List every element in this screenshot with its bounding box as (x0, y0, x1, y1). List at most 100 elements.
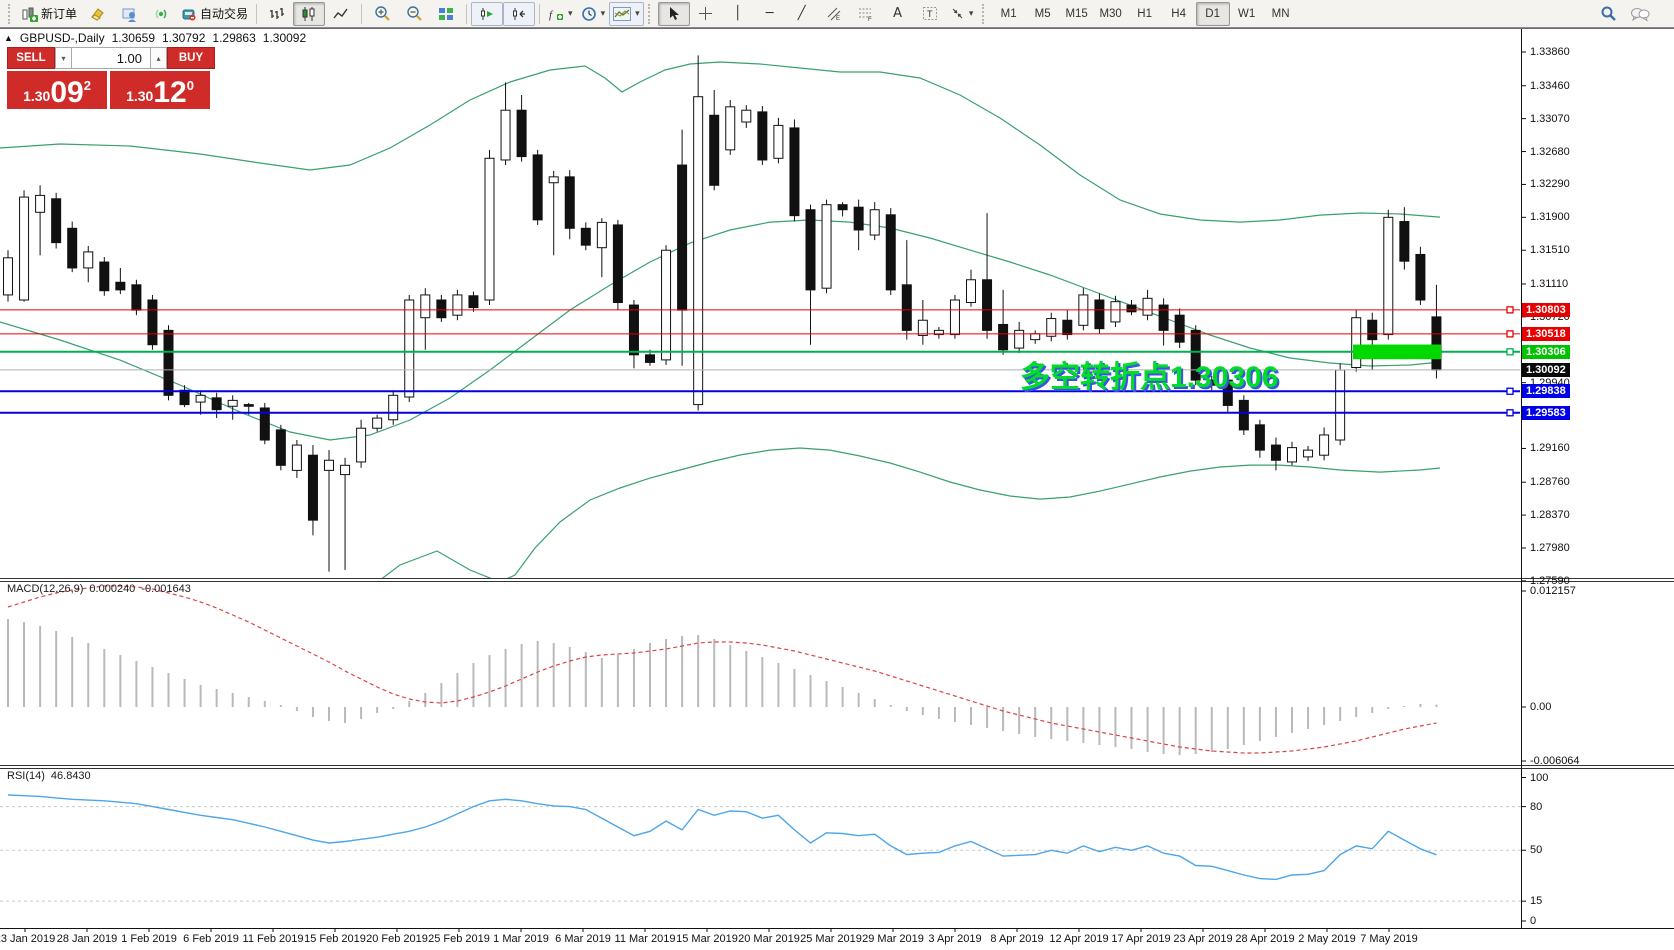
signal-icon (153, 6, 169, 22)
toolbar-drag-handle[interactable] (647, 3, 654, 24)
templates-button[interactable]: ▾ (609, 1, 644, 26)
symbol-period-label: GBPUSD-,Daily (19, 31, 105, 45)
toolbar: 新订单 自动交易 (0, 0, 1674, 28)
price-tick-label: 1.33070 (1530, 112, 1570, 125)
vertical-line-tool-button[interactable]: │ (722, 2, 754, 26)
timeframe-m30-button[interactable]: M30 (1099, 7, 1122, 20)
price-tick-label: 1.31510 (1530, 244, 1570, 257)
date-label: 15 Feb 2019 (304, 933, 366, 945)
date-label: 3 Apr 2019 (928, 933, 982, 945)
bar-chart-icon (269, 6, 285, 22)
svg-text:f: f (549, 9, 554, 21)
text-tool-icon: A (893, 6, 903, 21)
price-tick-label: 1.27980 (1530, 541, 1570, 554)
channel-icon: E (826, 6, 842, 21)
search-button[interactable] (1592, 2, 1624, 26)
svg-text:E: E (836, 16, 840, 21)
label-tool-icon: T (922, 6, 938, 21)
timeframe-h1-button[interactable]: H1 (1137, 7, 1152, 20)
bar-chart-mode-button[interactable] (261, 2, 293, 26)
auto-scroll-button[interactable] (471, 1, 504, 26)
horizontal-line-icon: ─ (765, 6, 774, 21)
timeframe-h4-button[interactable]: H4 (1171, 7, 1186, 20)
volume-increase-button[interactable]: ▴ (150, 47, 167, 69)
buy-price-sup: 0 (186, 78, 194, 93)
toolbar-drag-handle[interactable] (981, 3, 988, 24)
price-tick-label: 1.31110 (1530, 277, 1569, 290)
zoom-out-icon (406, 5, 423, 22)
timeframe-toolbar: M1 M5 M15 M30 H1 H4 D1 W1 MN (992, 1, 1298, 26)
fibonacci-tool-button[interactable]: F (850, 2, 882, 26)
line-chart-mode-button[interactable] (325, 2, 357, 26)
date-label: 28 Apr 2019 (1235, 933, 1295, 945)
chart-shift-button[interactable] (503, 1, 536, 26)
search-icon (1600, 5, 1617, 22)
sell-button[interactable]: SELL (7, 47, 55, 69)
macd-axis-label: 0.012157 (1530, 585, 1576, 597)
timeframe-m15-button[interactable]: M15 (1065, 7, 1088, 20)
crosshair-icon (698, 6, 713, 21)
price-tick-label: 1.27590 (1530, 574, 1570, 587)
rsi-axis-label: 50 (1530, 844, 1543, 857)
rsi-label: RSI(14) (7, 770, 45, 782)
horizontal-line-tool-button[interactable]: ─ (754, 2, 786, 26)
macd-label: MACD(12,26,9) (7, 583, 84, 595)
timeframe-m1-button[interactable]: M1 (1000, 7, 1017, 20)
auto-scroll-icon (479, 6, 495, 22)
autotrading-icon (181, 6, 197, 22)
toolbar-separator (256, 3, 258, 24)
arrows-tool-button[interactable]: ▾ (946, 2, 978, 26)
arrows-caret[interactable]: ▾ (968, 8, 974, 18)
timeframe-d1-button[interactable]: D1 (1195, 1, 1230, 26)
indicators-button[interactable]: f ▾ (544, 2, 577, 26)
tile-windows-button[interactable] (430, 2, 462, 26)
eraser-button[interactable] (81, 2, 113, 26)
chart-shift-icon (511, 6, 527, 22)
new-order-button[interactable]: 新订单 (18, 2, 81, 26)
indicators-caret[interactable]: ▾ (568, 8, 573, 18)
candlestick-mode-button[interactable] (293, 1, 326, 26)
autotrading-button[interactable]: 自动交易 (177, 2, 252, 26)
chat-button[interactable] (1624, 2, 1656, 26)
fibonacci-icon: F (858, 6, 874, 21)
volume-input[interactable] (72, 47, 150, 69)
buy-price-display[interactable]: 1.30 12 0 (110, 71, 210, 109)
price-badge: 1.29838 (1522, 384, 1570, 399)
label-tool-button[interactable]: T (914, 2, 946, 26)
periods-button[interactable]: ▾ (577, 2, 610, 26)
ohlc-open: 1.30659 (111, 31, 155, 45)
text-tool-button[interactable]: A (882, 2, 914, 26)
macd-signal-value: -0.001643 (141, 583, 191, 595)
rsi-axis-label: 0 (1530, 915, 1537, 927)
trendline-tool-button[interactable]: ╱ (786, 2, 818, 26)
crosshair-tool-button[interactable] (690, 2, 722, 26)
sell-price-sup: 2 (83, 78, 91, 93)
periods-caret[interactable]: ▾ (600, 8, 606, 18)
profiles-button[interactable] (113, 2, 145, 26)
sell-price-display[interactable]: 1.30 09 2 (7, 71, 107, 109)
date-label: 2 May 2019 (1298, 933, 1356, 945)
templates-caret[interactable]: ▾ (635, 8, 640, 18)
eraser-icon (89, 6, 105, 22)
price-tick-label: 1.28760 (1530, 476, 1570, 489)
toolbar-drag-handle[interactable] (8, 3, 14, 24)
buy-button[interactable]: BUY (167, 47, 215, 69)
zoom-in-icon (374, 5, 391, 22)
timeframe-mn-button[interactable]: MN (1271, 7, 1290, 20)
rsi-indicator-header: RSI(14) 46.8430 (7, 770, 91, 782)
collapse-panel-icon[interactable]: ▲ (4, 33, 13, 43)
cursor-tool-button[interactable] (657, 1, 690, 26)
signals-button[interactable] (145, 2, 177, 26)
toolbar-separator (539, 3, 541, 24)
zoom-out-button[interactable] (398, 2, 430, 26)
sell-price-big: 09 (50, 75, 84, 109)
zoom-in-button[interactable] (366, 2, 398, 26)
volume-decrease-button[interactable]: ▾ (55, 47, 72, 69)
timeframe-w1-button[interactable]: W1 (1238, 7, 1256, 20)
sell-price-small: 1.30 (23, 88, 51, 104)
date-label: 15 Mar 2019 (676, 933, 738, 945)
timeframe-m5-button[interactable]: M5 (1034, 7, 1051, 20)
date-label: 1 Mar 2019 (493, 933, 549, 945)
channel-tool-button[interactable]: E (818, 2, 850, 26)
